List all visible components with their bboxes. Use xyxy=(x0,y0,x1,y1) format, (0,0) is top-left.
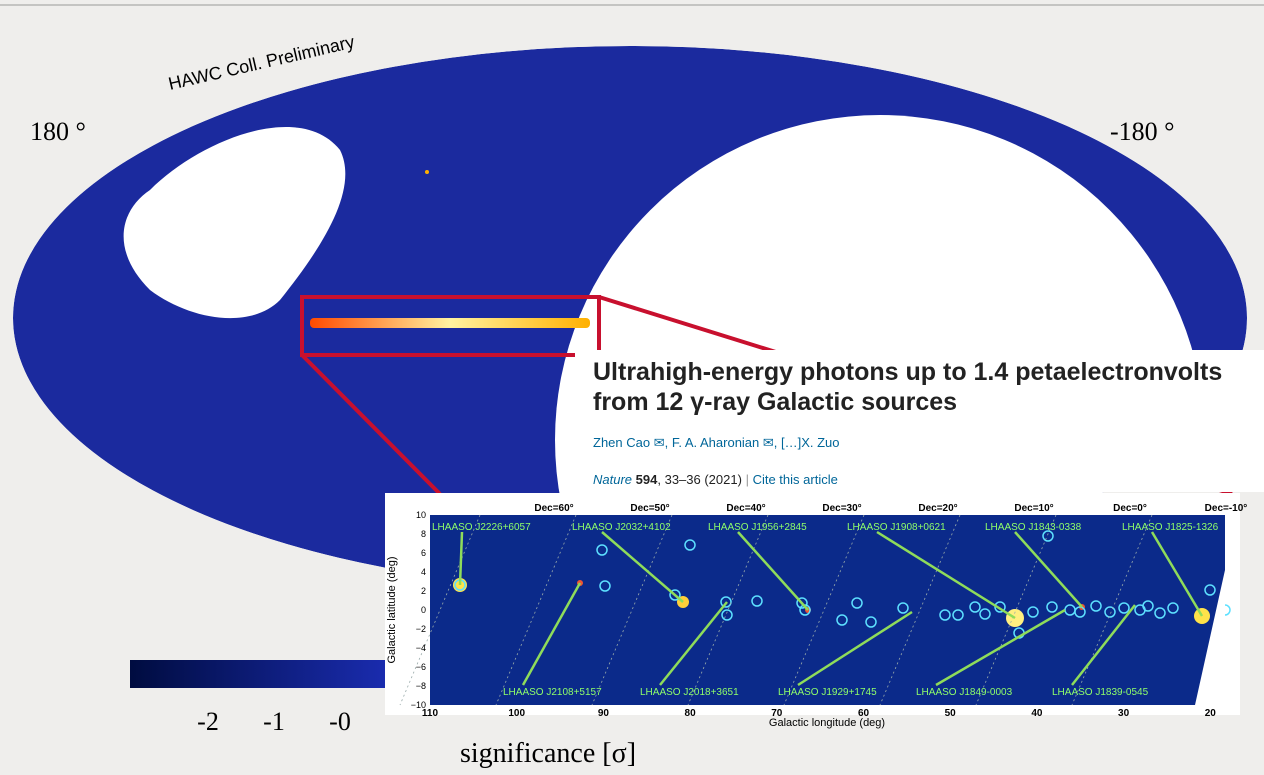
article-title: from 12 γ-ray Galactic sources xyxy=(593,388,957,416)
hotspot xyxy=(425,170,429,174)
dec-label: Dec=50° xyxy=(630,503,669,514)
galactic-plane xyxy=(310,318,590,328)
citation: Nature 594, 33–36 (2021) | Cite this art… xyxy=(593,472,838,487)
x-tick-label: 110 xyxy=(422,708,439,719)
source-label: LHAASO J2226+6057 xyxy=(432,522,531,533)
cite-link[interactable]: Cite this article xyxy=(753,472,838,487)
pages: , 33–36 (2021) xyxy=(657,472,742,487)
source-label: LHAASO J1929+1745 xyxy=(778,687,877,698)
dec-label: Dec=0° xyxy=(1113,503,1147,514)
colorbar-tick: -0 xyxy=(329,707,351,736)
source-label: LHAASO J1843-0338 xyxy=(985,522,1082,533)
source-label: LHAASO J1839-0545 xyxy=(1052,687,1149,698)
dec-label: Dec=40° xyxy=(726,503,765,514)
y-tick-label: 4 xyxy=(421,567,426,577)
y-tick-label: −8 xyxy=(416,681,426,691)
y-tick-label: 8 xyxy=(421,529,426,539)
source-label: LHAASO J2108+5157 xyxy=(503,687,602,698)
y-axis-label: Galactic latitude (deg) xyxy=(386,557,398,664)
colorbar-ticks: -2 -1 -0 xyxy=(197,707,351,736)
x-tick-label: 50 xyxy=(945,708,957,719)
x-axis-label: Galactic longitude (deg) xyxy=(769,717,885,729)
source-label: LHAASO J1956+2845 xyxy=(708,522,807,533)
dec-label: Dec=60° xyxy=(534,503,573,514)
y-tick-label: −6 xyxy=(416,662,426,672)
colorbar-tick: -1 xyxy=(263,707,285,736)
dec-label: Dec=20° xyxy=(918,503,957,514)
y-tick-label: −4 xyxy=(416,643,426,653)
dec-label: Dec=10° xyxy=(1014,503,1053,514)
dec-label: Dec=-10° xyxy=(1205,503,1248,514)
source-label: LHAASO J2032+4102 xyxy=(572,522,671,533)
y-tick-label: 0 xyxy=(421,605,426,615)
y-tick-label: −2 xyxy=(416,624,426,634)
y-tick-label: 2 xyxy=(421,586,426,596)
lon-label: -180 ° xyxy=(1110,117,1175,146)
source-label: LHAASO J1825-1326 xyxy=(1122,522,1219,533)
dec-label: Dec=30° xyxy=(822,503,861,514)
authors: Zhen Cao ✉, F. A. Aharonian ✉, […]X. Zuo xyxy=(593,435,840,450)
x-tick-label: 100 xyxy=(508,708,525,719)
source-label: LHAASO J2018+3651 xyxy=(640,687,739,698)
article-title: Ultrahigh-energy photons up to 1.4 petae… xyxy=(593,358,1222,386)
source-label: LHAASO J1849-0003 xyxy=(916,687,1013,698)
source-label: LHAASO J1908+0621 xyxy=(847,522,946,533)
x-tick-label: 40 xyxy=(1031,708,1043,719)
colorbar xyxy=(130,660,390,688)
colorbar-tick: -2 xyxy=(197,707,219,736)
slide: HAWC Coll. Preliminary 180 ° -180 ° -2-1… xyxy=(0,0,1264,775)
x-tick-label: 30 xyxy=(1118,708,1130,719)
separator: | xyxy=(746,472,749,487)
x-tick-label: 80 xyxy=(685,708,697,719)
colorbar-label: significance [σ] xyxy=(460,738,636,769)
volume: 594 xyxy=(636,472,658,487)
journal: Nature xyxy=(593,472,632,487)
x-tick-label: 90 xyxy=(598,708,610,719)
y-tick-label: 10 xyxy=(416,510,426,520)
x-tick-label: 20 xyxy=(1205,708,1217,719)
y-tick-label: 6 xyxy=(421,548,426,558)
lon-label: 180 ° xyxy=(30,117,86,146)
